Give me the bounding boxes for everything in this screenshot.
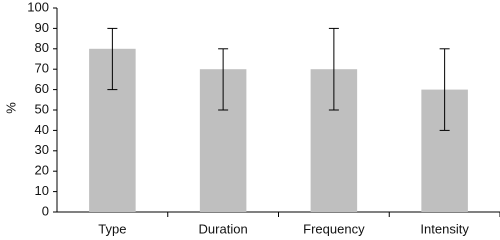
x-tick-label: Type	[98, 221, 126, 236]
y-tick-label: 30	[35, 142, 49, 157]
x-tick-label: Intensity	[420, 221, 469, 236]
y-tick-label: 20	[35, 163, 49, 178]
y-tick-label: 100	[27, 0, 49, 14]
y-tick-label: 70	[35, 61, 49, 76]
x-tick-label: Frequency	[303, 221, 365, 236]
y-tick-label: 40	[35, 122, 49, 137]
y-tick-label: 50	[35, 101, 49, 116]
y-tick-label: 60	[35, 81, 49, 96]
y-tick-label: 90	[35, 20, 49, 35]
y-axis-label: %	[3, 102, 18, 114]
y-tick-label: 0	[42, 203, 49, 218]
y-tick-label: 10	[35, 183, 49, 198]
y-tick-label: 80	[35, 40, 49, 55]
x-tick-label: Duration	[199, 221, 248, 236]
